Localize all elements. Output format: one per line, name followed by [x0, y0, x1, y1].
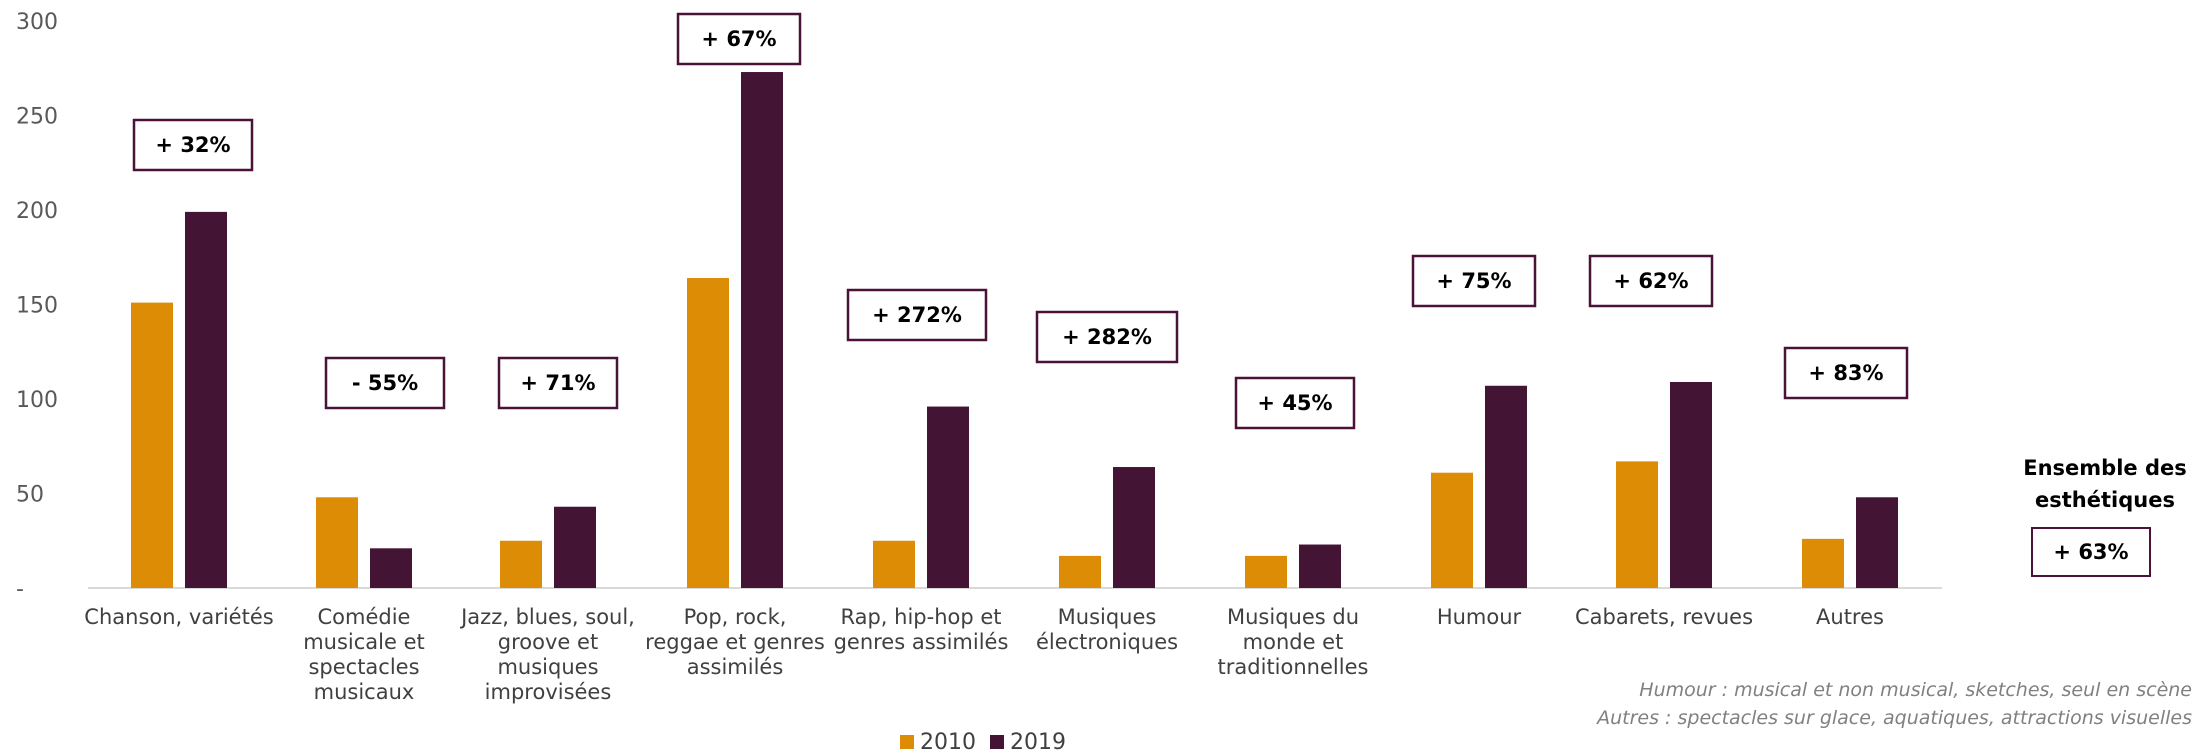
growth-label: + 272%: [872, 303, 962, 327]
total-growth-badge: + 63%: [2031, 527, 2151, 577]
growth-box: [1588, 254, 1714, 308]
category-label-line: Chanson, variétés: [84, 605, 273, 629]
bar-2010-7: [1431, 472, 1473, 588]
category-label: Musiques du monde et traditionnelles: [1218, 605, 1369, 679]
footnote-humour: Humour : musical et non musical, sketche…: [1639, 679, 2192, 701]
growth-label: + 45%: [1257, 391, 1332, 415]
category-label-line: musicale et: [303, 630, 425, 654]
growth-box: [1411, 254, 1537, 308]
y-tick-label: 150: [16, 294, 58, 319]
category-labels: Chanson, variétés Comédie musicale et spect…: [84, 605, 1884, 704]
growth-box: [1035, 310, 1179, 364]
growth-label: + 62%: [1613, 269, 1688, 293]
growth-annotations: + 32% - 55% + 71% + 67% + 272% + 282% + 45% + 7…: [132, 12, 1909, 430]
category-label-line: traditionnelles: [1218, 655, 1369, 679]
footnotes: Humour : musical et non musical, sketche…: [1520, 676, 2192, 732]
category-label-line: Autres: [1816, 605, 1884, 629]
bar-2019-0: [185, 211, 227, 588]
bar-2019-5: [1113, 467, 1155, 588]
y-tick-label: -: [16, 577, 24, 602]
category-label: Pop, rock, reggae et genres assimilés: [645, 605, 825, 679]
category-label-line: musiques: [497, 655, 598, 679]
category-label-line: Cabarets, revues: [1575, 605, 1753, 629]
category-label-line: improvisées: [485, 680, 612, 704]
y-tick-label: 300: [16, 10, 58, 35]
growth-label: + 32%: [155, 133, 230, 157]
category-label: Musiques électroniques: [1036, 605, 1178, 654]
growth-box: [846, 288, 988, 342]
category-label-line: genres assimilés: [834, 630, 1009, 654]
category-label: Jazz, blues, soul, groove et musiques impro…: [459, 605, 635, 704]
total-title-line: Ensemble des: [2023, 456, 2187, 480]
growth-box: [324, 356, 446, 410]
total-title-line: esthétiques: [2035, 488, 2175, 512]
bar-2010-4: [873, 540, 915, 588]
bar-2019-7: [1485, 385, 1527, 588]
bar-2010-8: [1616, 461, 1658, 588]
legend-label-2019: 2019: [1010, 729, 1066, 755]
bar-2019-6: [1299, 544, 1341, 588]
bar-2019-8: [1670, 381, 1712, 588]
category-label: Comédie musicale et spectacles musicaux: [303, 605, 425, 704]
legend-swatch-2010: [900, 735, 914, 749]
y-tick-label: 250: [16, 105, 58, 130]
growth-label: + 83%: [1808, 361, 1883, 385]
bar-2019-3: [741, 72, 783, 588]
category-label-line: électroniques: [1036, 630, 1178, 654]
y-axis: - 50 100 150 200 250 300: [16, 10, 58, 602]
growth-label: + 67%: [701, 27, 776, 51]
legend: 2010 2019: [900, 730, 1066, 755]
footnote-autres: Autres : spectacles sur glace, aquatique…: [1597, 707, 2192, 729]
bar-2010-3: [687, 278, 729, 588]
growth-box: [676, 12, 802, 66]
bar-2019-2: [554, 506, 596, 588]
bar-2010-1: [316, 497, 358, 588]
bar-2019-9: [1856, 497, 1898, 588]
category-label-line: assimilés: [687, 655, 784, 679]
y-tick-label: 50: [16, 483, 44, 508]
bar-2019-1: [370, 548, 412, 588]
category-label: Rap, hip-hop et genres assimilés: [834, 605, 1009, 654]
bar-2010-9: [1802, 538, 1844, 588]
category-label-line: monde et: [1243, 630, 1344, 654]
legend-label-2010: 2010: [920, 729, 976, 755]
growth-label: + 75%: [1436, 269, 1511, 293]
y-tick-label: 100: [16, 388, 58, 413]
growth-label: + 282%: [1062, 325, 1152, 349]
category-label-line: Musiques du: [1227, 605, 1359, 629]
category-label: Chanson, variétés: [84, 605, 273, 629]
growth-label: + 71%: [520, 371, 595, 395]
category-label-line: Pop, rock,: [684, 605, 787, 629]
category-label-line: Rap, hip-hop et: [840, 605, 1001, 629]
bar-2010-5: [1059, 555, 1101, 588]
growth-box: [497, 356, 619, 410]
total-title: Ensemble des esthétiques: [2020, 452, 2190, 516]
legend-swatch-2019: [990, 735, 1004, 749]
category-label-line: Humour: [1437, 605, 1522, 629]
bars: [131, 72, 1898, 588]
bar-2010-2: [500, 540, 542, 588]
category-label: Cabarets, revues: [1575, 605, 1753, 629]
y-tick-label: 200: [16, 199, 58, 224]
growth-box: [1783, 346, 1909, 400]
bar-2010-6: [1245, 555, 1287, 588]
category-label-line: spectacles: [308, 655, 419, 679]
category-label-line: musicaux: [314, 680, 415, 704]
legend-item-2010: 2010: [900, 730, 976, 755]
growth-box: [1234, 376, 1356, 430]
bar-2010-0: [131, 302, 173, 588]
category-label: Autres: [1816, 605, 1884, 629]
category-label-line: groove et: [498, 630, 598, 654]
category-label-line: Musiques: [1058, 605, 1157, 629]
bar-2019-4: [927, 406, 969, 588]
growth-label: - 55%: [352, 371, 418, 395]
category-label: Humour: [1437, 605, 1522, 629]
growth-box: [132, 118, 254, 172]
category-label-line: reggae et genres: [645, 630, 825, 654]
legend-item-2019: 2019: [990, 730, 1066, 755]
category-label-line: Jazz, blues, soul,: [459, 605, 635, 629]
category-label-line: Comédie: [318, 605, 411, 629]
